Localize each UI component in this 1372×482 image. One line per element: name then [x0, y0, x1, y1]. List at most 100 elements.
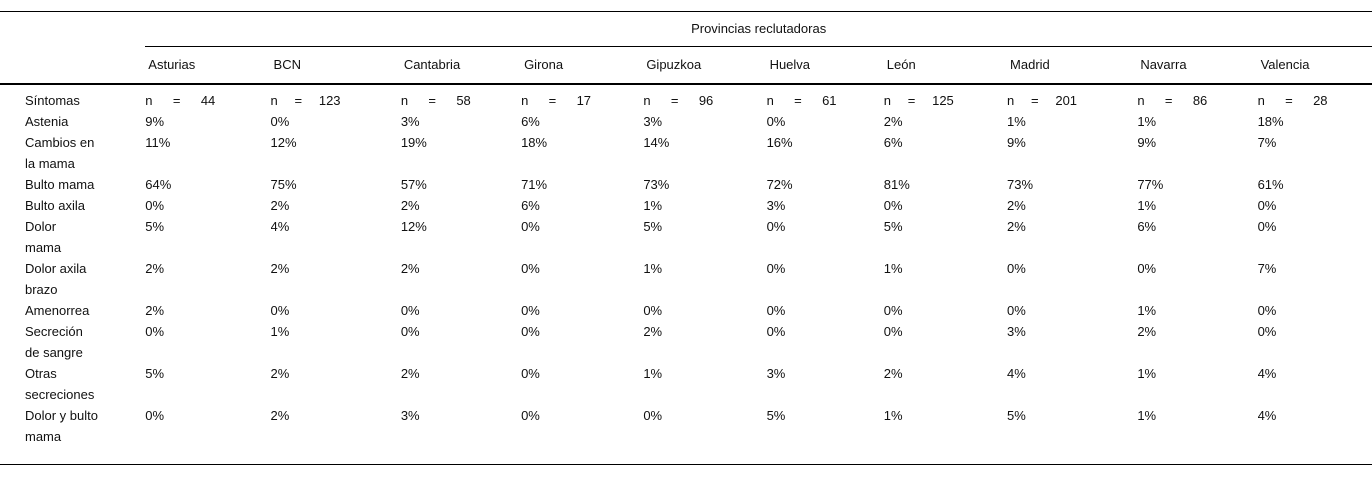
n-equals-group: n = 17 — [521, 90, 591, 111]
data-cell: 4% — [1007, 366, 1026, 381]
sample-size-cell-7: n = 201 — [1007, 84, 1137, 111]
group-header-cell: Provincias reclutadoras — [145, 11, 1372, 47]
data-cell: 0% — [400, 324, 420, 339]
data-cell: 1% — [1137, 408, 1157, 423]
data-cell: 2% — [643, 324, 663, 339]
data-cell: 2% — [1137, 324, 1157, 339]
table-row: Secreción de sangre 0% 1% 0% 0% 2% 0% 0% 3% 2% 0% — [0, 321, 1372, 363]
data-cell: 1% — [643, 261, 663, 276]
data-cell: 5% — [1007, 408, 1026, 423]
row-label: Secreción de sangre — [25, 324, 83, 360]
data-cell: 73% — [643, 177, 670, 192]
column-header-province-5: Huelva — [766, 46, 884, 85]
data-cell: 18% — [521, 135, 548, 150]
row-label: Cambios en la mama — [25, 135, 95, 171]
row-label: Amenorrea — [25, 303, 90, 318]
row-label: Dolor axila brazo — [25, 261, 87, 297]
n-equals-group: n = 44 — [145, 90, 215, 111]
data-cell: 5% — [643, 219, 663, 234]
data-cell: 6% — [521, 198, 540, 213]
data-cell: 2% — [1007, 219, 1026, 234]
equals-symbol: = — [172, 93, 181, 108]
n-equals-group: n = 123 — [271, 90, 341, 111]
data-cell: 3% — [766, 366, 786, 381]
data-cell: 4% — [1257, 408, 1277, 423]
row-label: Dolor mama — [25, 219, 62, 255]
data-cell: 64% — [145, 177, 172, 192]
column-header-province-8: Navarra — [1137, 46, 1258, 85]
data-cell: 0% — [145, 324, 165, 339]
data-cell: 1% — [1137, 366, 1157, 381]
data-cell: 9% — [145, 114, 165, 129]
column-header-province-7: Madrid — [1007, 46, 1138, 85]
row-label: Bulto axila — [25, 198, 85, 213]
data-cell: 0% — [1007, 303, 1026, 318]
n-equals-group: n = 28 — [1258, 90, 1328, 111]
data-cell: 77% — [1137, 177, 1164, 192]
table-row: Cambios en la mama 11% 12% 19% 18% 14% 16% 6% 9%… — [0, 132, 1372, 174]
table-row: Dolor mama 5% 4% 12% 0% 5% 0% 5% 2% 6% 0% — [0, 216, 1372, 258]
data-cell: 0% — [766, 303, 786, 318]
row-label: Bulto mama — [25, 177, 95, 192]
sample-size-cell-4: n = 96 — [643, 84, 766, 111]
n-value: 17 — [576, 93, 592, 108]
data-cell: 2% — [145, 261, 165, 276]
sample-size-cell-0: n = 44 — [145, 84, 270, 111]
data-cell: 14% — [643, 135, 670, 150]
n-symbol: n — [643, 93, 651, 108]
data-cell: 1% — [270, 324, 290, 339]
data-cell: 4% — [1257, 366, 1277, 381]
data-cell: 0% — [521, 324, 540, 339]
n-equals-group: n = 58 — [401, 90, 471, 111]
data-cell: 0% — [883, 303, 903, 318]
data-cell: 5% — [145, 219, 165, 234]
data-cell: 4% — [270, 219, 290, 234]
data-cell: 0% — [1007, 261, 1026, 276]
sample-size-cell-2: n = 58 — [401, 84, 521, 111]
data-cell: 72% — [766, 177, 793, 192]
column-header-province-2: Cantabria — [400, 46, 522, 85]
n-symbol: n — [521, 93, 529, 108]
data-cell: 1% — [1007, 114, 1026, 129]
column-header-row: Asturias BCN Cantabria Girona Gipuzkoa Huelva… — [0, 46, 1372, 85]
data-cell: 5% — [883, 219, 903, 234]
column-header-province-0: Asturias — [145, 46, 271, 85]
data-cell: 0% — [521, 261, 540, 276]
data-cell: 11% — [145, 135, 171, 150]
table-row: Bulto mama 64% 75% 57% 71% 73% 72% 81% 73% 77% 61% — [0, 174, 1372, 195]
data-cell: 3% — [643, 114, 663, 129]
column-header-province-9: Valencia — [1257, 46, 1372, 85]
sample-size-cell-3: n = 17 — [521, 84, 643, 111]
n-equals-group: n = 125 — [884, 90, 954, 111]
data-cell: 0% — [521, 408, 540, 423]
data-cell: 0% — [400, 303, 420, 318]
data-cell: 57% — [400, 177, 427, 192]
data-cell: 0% — [145, 408, 165, 423]
n-symbol: n — [400, 93, 409, 108]
equals-symbol: = — [294, 93, 303, 108]
data-cell: 2% — [400, 366, 420, 381]
data-cell: 2% — [270, 198, 290, 213]
provinces-symptoms-table: Provincias reclutadoras Asturias BCN Canta… — [0, 11, 1372, 465]
table-row: Dolor axila brazo 2% 2% 2% 0% 1% 0% 1% 0% 0% 7% — [0, 258, 1372, 300]
n-equals-group: n = 86 — [1137, 90, 1207, 111]
data-cell: 1% — [883, 261, 903, 276]
data-cell: 0% — [521, 366, 540, 381]
data-cell: 2% — [883, 366, 903, 381]
data-cell: 1% — [643, 198, 663, 213]
n-value: 58 — [456, 93, 471, 108]
data-cell: 0% — [1257, 324, 1277, 339]
table-body: Síntomas n = 44 n = 123 n = 58 n = 17 n = 96 n = 61 n = 125 n =… — [0, 84, 1372, 465]
data-cell: 0% — [643, 303, 663, 318]
table-row: Amenorrea 2% 0% 0% 0% 0% 0% 0% 0% 1% 0% — [0, 300, 1372, 321]
equals-symbol: = — [1031, 93, 1039, 108]
sample-size-cell-5: n = 61 — [767, 84, 884, 111]
data-cell: 3% — [1007, 324, 1026, 339]
data-cell: 3% — [400, 114, 420, 129]
data-cell: 7% — [1257, 135, 1277, 150]
column-header-province-4: Gipuzkoa — [643, 46, 767, 85]
data-cell: 1% — [1137, 303, 1157, 318]
data-cell: 0% — [521, 303, 540, 318]
n-symbol: n — [766, 93, 774, 108]
sample-size-row: Síntomas n = 44 n = 123 n = 58 n = 17 n = 96 n = 61 n = 125 n =… — [0, 84, 1372, 111]
